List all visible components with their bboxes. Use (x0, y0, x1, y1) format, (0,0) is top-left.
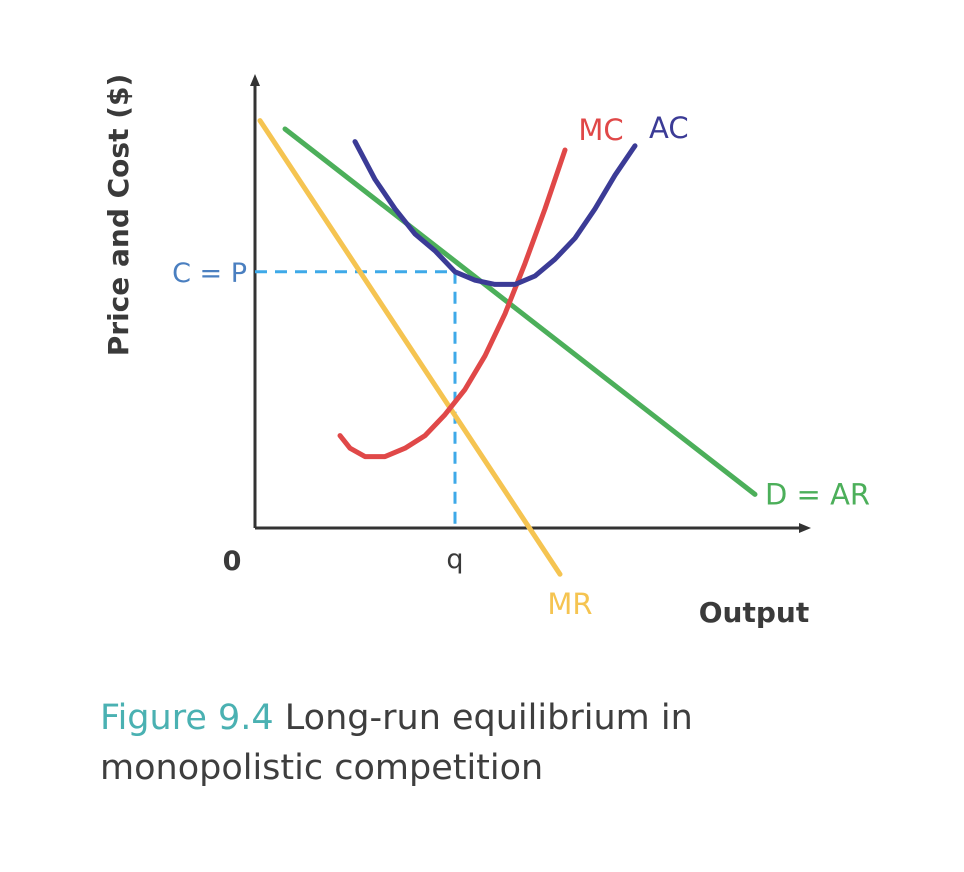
series-ac-line (352, 139, 638, 287)
figure-number: Figure 9.4 (100, 698, 274, 738)
series-mc-label: MC (578, 113, 623, 147)
x-axis-title: Output (699, 596, 809, 629)
series-mr-label: MR (547, 587, 592, 621)
y-tick-label: C = P (172, 258, 247, 289)
labels: Price and Cost ($) Output 0 q C = P (102, 74, 809, 629)
series-mc-line (337, 147, 568, 460)
series-d-ar-line (282, 126, 758, 497)
series: D = AR MR MC AC (257, 111, 870, 621)
chart: D = AR MR MC AC Price and Cost ($) Output 0… (102, 74, 870, 629)
y-axis-title: Price and Cost ($) (102, 74, 135, 357)
axes (250, 74, 811, 533)
series-ac-label: AC (649, 111, 689, 145)
x-tick-label: q (446, 544, 463, 575)
series-mr-line (257, 118, 563, 577)
figure-caption-text: Long-run equilibrium in monopolistic com… (100, 698, 693, 788)
origin-label: 0 (223, 546, 242, 577)
figure-caption: Figure 9.4 Long-run equilibrium in monop… (100, 693, 920, 793)
equilibrium-guides (255, 270, 457, 528)
series-d-ar-label: D = AR (765, 477, 870, 511)
